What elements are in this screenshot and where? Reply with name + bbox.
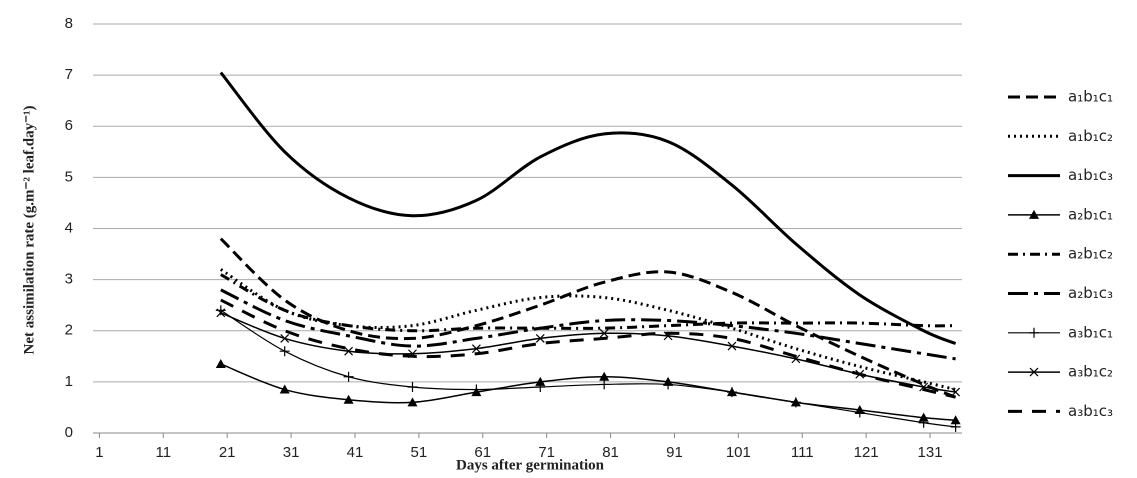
marker (726, 387, 737, 398)
y-tick-label: 6 (65, 117, 73, 134)
series-line (220, 273, 956, 333)
x-tick-label: 41 (347, 444, 364, 461)
marker (950, 421, 961, 432)
y-tick-label: 5 (65, 168, 73, 185)
series-line (220, 298, 956, 399)
legend-label: a₂b₁c₂ (1068, 245, 1113, 263)
marker (918, 412, 929, 422)
marker (344, 346, 354, 356)
marker (535, 333, 545, 343)
y-tick-label: 8 (65, 15, 73, 32)
marker (407, 381, 418, 392)
marker (1029, 327, 1039, 338)
y-tick-label: 1 (65, 373, 73, 390)
legend-label: a₂b₁c₃ (1068, 284, 1113, 302)
x-tick-label: 91 (666, 444, 683, 461)
marker (854, 407, 865, 418)
series-line (220, 363, 956, 421)
x-tick-label: 131 (918, 444, 943, 461)
marker (471, 344, 481, 354)
marker (663, 379, 674, 390)
marker (279, 384, 290, 394)
legend-label: a₃b₁c₂ (1068, 363, 1113, 381)
legend-label: a₁b₁c₃ (1068, 166, 1113, 184)
marker (599, 328, 609, 338)
marker (599, 379, 610, 390)
x-axis-label: Days after germination (456, 457, 605, 473)
legend-label: a₁b₁c₁ (1068, 88, 1113, 106)
x-tick-label: 31 (283, 444, 300, 461)
marker (279, 346, 290, 357)
x-tick-label: 51 (411, 444, 428, 461)
x-tick-label: 1 (95, 444, 103, 461)
marker (790, 397, 801, 408)
y-tick-label: 0 (65, 424, 73, 441)
legend-label: a₁b₁c₂ (1068, 127, 1113, 145)
marker (1029, 209, 1039, 219)
marker (535, 381, 546, 392)
marker (471, 384, 482, 395)
marker (343, 371, 354, 382)
marker (407, 397, 418, 407)
x-tick-label: 121 (854, 444, 879, 461)
x-tick-label: 71 (538, 444, 555, 461)
x-tick-label: 111 (791, 444, 814, 461)
marker (727, 341, 737, 351)
legend-label: a₃b₁c₃ (1068, 402, 1113, 420)
y-tick-label: 3 (65, 271, 73, 288)
series-line (219, 71, 957, 345)
y-tick-label: 2 (65, 322, 73, 339)
series-line (220, 288, 956, 361)
marker (343, 394, 354, 404)
marker (599, 371, 610, 381)
legend-label: a₃b₁c₁ (1068, 323, 1113, 341)
x-tick-label: 101 (726, 444, 751, 461)
y-tick-label: 4 (65, 219, 73, 236)
marker (1029, 367, 1039, 377)
legend-label: a₂b₁c₁ (1068, 205, 1113, 223)
y-tick-label: 7 (65, 66, 73, 83)
x-tick-label: 11 (155, 444, 171, 461)
marker (951, 387, 961, 397)
marker (216, 308, 226, 318)
x-tick-label: 81 (602, 444, 619, 461)
marker (950, 415, 961, 425)
y-axis-label: Net assimilation rate (g.m⁻² leaf.day⁻¹) (21, 106, 37, 355)
marker (918, 417, 929, 428)
x-tick-label: 21 (219, 444, 236, 461)
marker (280, 333, 290, 343)
series-line (220, 312, 956, 393)
series-line (219, 237, 957, 399)
marker (535, 376, 546, 386)
marker (215, 358, 226, 368)
x-tick-label: 61 (474, 444, 491, 461)
